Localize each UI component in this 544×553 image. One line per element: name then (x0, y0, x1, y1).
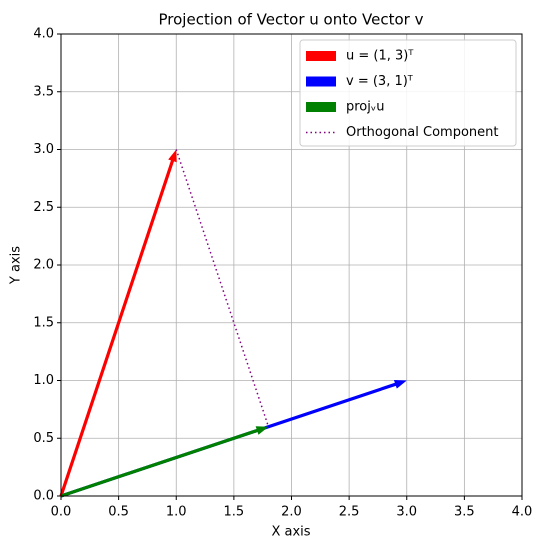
y-tick-label: 0.0 (33, 489, 54, 504)
x-tick-label: 2.0 (281, 505, 302, 520)
x-tick-label: 4.0 (512, 505, 533, 520)
y-tick-label: 0.5 (33, 431, 54, 446)
legend-label: projᵥu (346, 100, 385, 115)
legend-label: u = (1, 3)ᵀ (346, 49, 414, 64)
y-tick-label: 2.5 (33, 200, 54, 215)
legend-patch (306, 51, 336, 61)
legend-patch (306, 102, 336, 112)
y-tick-label: 2.0 (33, 258, 54, 273)
x-tick-label: 0.0 (51, 505, 72, 520)
x-tick-label: 2.5 (339, 505, 360, 520)
y-tick-label: 4.0 (33, 27, 54, 42)
y-tick-label: 1.0 (33, 373, 54, 388)
x-tick-label: 1.5 (224, 505, 245, 520)
legend-label: v = (3, 1)ᵀ (346, 74, 414, 89)
y-tick-label: 3.0 (33, 142, 54, 157)
plot-frame (60, 33, 523, 497)
y-axis-label: Y axis (9, 246, 24, 285)
legend-patch (306, 76, 336, 87)
x-tick-label: 1.0 (166, 505, 187, 520)
y-tick-label: 3.5 (33, 84, 54, 99)
vector-arrow (60, 426, 269, 498)
orthogonal-line (175, 149, 270, 427)
y-tick-label: 1.5 (33, 315, 54, 330)
vector-arrow (59, 149, 177, 497)
x-tick-label: 0.5 (108, 505, 129, 520)
chart-title: Projection of Vector u onto Vector v (159, 11, 424, 29)
legend-box (299, 39, 517, 147)
legend-label: Orthogonal Component (346, 125, 499, 140)
x-tick-label: 3.5 (454, 505, 475, 520)
x-tick-label: 3.0 (396, 505, 417, 520)
x-axis-label: X axis (271, 525, 310, 540)
